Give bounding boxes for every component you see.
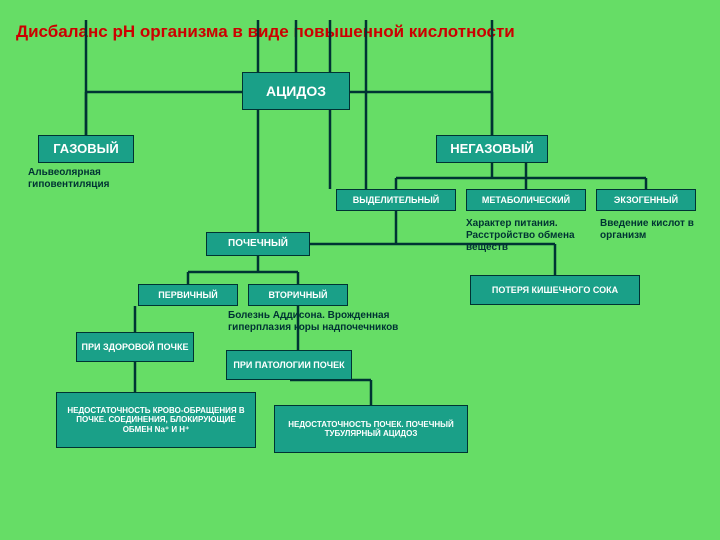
node-pochech: ПОЧЕЧНЫЙ <box>206 232 310 256</box>
diagram-title: Дисбаланс pH организма в виде повышенной… <box>16 22 515 42</box>
node-vtorich: ВТОРИЧНЫЙ <box>248 284 348 306</box>
node-nedkrovo: НЕДОСТАТОЧНОСТЬ КРОВО-ОБРАЩЕНИЯ В ПОЧКЕ.… <box>56 392 256 448</box>
node-pervich: ПЕРВИЧНЫЙ <box>138 284 238 306</box>
node-acidoz: АЦИДОЗ <box>242 72 350 110</box>
node-poterya: ПОТЕРЯ КИШЕЧНОГО СОКА <box>470 275 640 305</box>
annotation-vveden: Введение кислот ворганизм <box>600 218 720 242</box>
annotation-bolezn: Болезнь Аддисона. Врожденнаягиперплазия … <box>228 310 458 334</box>
node-ekzogen: ЭКЗОГЕННЫЙ <box>596 189 696 211</box>
node-gazovy: ГАЗОВЫЙ <box>38 135 134 163</box>
annotation-harakt: Характер питания.Расстройство обменавеще… <box>466 218 606 254</box>
connector-lines <box>0 0 720 540</box>
node-metab: МЕТАБОЛИЧЕСКИЙ <box>466 189 586 211</box>
node-patolog: ПРИ ПАТОЛОГИИ ПОЧЕК <box>226 350 352 380</box>
node-negazovy: НЕГАЗОВЫЙ <box>436 135 548 163</box>
node-nedpochek: НЕДОСТАТОЧНОСТЬ ПОЧЕК. ПОЧЕЧНЫЙ ТУБУЛЯРН… <box>274 405 468 453</box>
node-vydel: ВЫДЕЛИТЕЛЬНЫЙ <box>336 189 456 211</box>
annotation-alveol: Альвеолярнаягиповентиляция <box>28 167 168 191</box>
node-zdorov: ПРИ ЗДОРОВОЙ ПОЧКЕ <box>76 332 194 362</box>
